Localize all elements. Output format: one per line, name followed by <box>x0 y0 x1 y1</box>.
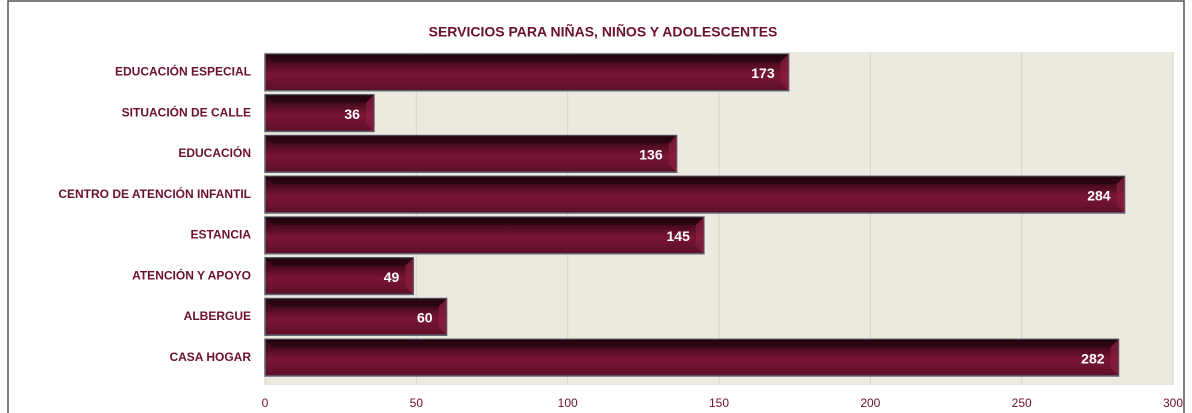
x-tick-label: 0 <box>262 396 269 410</box>
value-label: 173 <box>751 65 775 81</box>
y-tick-label: ALBERGUE <box>184 309 251 323</box>
y-tick-label: SITUACIÓN DE CALLE <box>122 104 251 119</box>
x-tick-label: 100 <box>558 396 578 410</box>
y-tick-label: CENTRO DE ATENCIÓN INFANTIL <box>58 186 251 201</box>
y-tick-label: EDUCACIÓN ESPECIAL <box>115 64 251 79</box>
x-tick-label: 50 <box>410 396 424 410</box>
value-label: 49 <box>384 269 400 285</box>
y-tick-label: CASA HOGAR <box>169 350 251 364</box>
bar-bevel <box>265 339 1119 348</box>
bar-bevel <box>695 217 704 254</box>
x-tick-label: 250 <box>1012 396 1032 410</box>
bar-bevel <box>365 94 374 132</box>
value-label: 36 <box>344 106 360 122</box>
bar-bevel <box>265 217 704 226</box>
value-label: 282 <box>1081 350 1105 366</box>
bar-bevel <box>1116 176 1125 213</box>
y-tick-label: EDUCACIÓN <box>178 145 251 160</box>
bar-bevel <box>265 54 789 63</box>
y-tick-label: ESTANCIA <box>191 228 252 242</box>
bar-bevel <box>668 135 677 173</box>
bar-bevel <box>265 257 414 266</box>
x-tick-label: 200 <box>860 396 880 410</box>
value-label: 284 <box>1087 187 1111 203</box>
bar-bevel <box>1110 339 1119 376</box>
frame <box>7 0 1185 413</box>
bar-bevel <box>265 298 447 307</box>
bar-bevel <box>405 257 414 295</box>
bar-bevel <box>438 298 447 336</box>
value-label: 145 <box>667 228 691 244</box>
x-tick-label: 150 <box>709 396 729 410</box>
value-label: 60 <box>417 310 433 326</box>
bar-bevel <box>265 135 677 144</box>
bar-bevel <box>265 176 1125 185</box>
y-tick-label: ATENCIÓN Y APOYO <box>132 267 251 282</box>
bar-bevel <box>780 54 789 91</box>
value-label: 136 <box>639 147 663 163</box>
x-tick-label: 300 <box>1163 396 1183 410</box>
chart-title: SERVICIOS PARA NIÑAS, NIÑOS Y ADOLESCENT… <box>429 23 778 40</box>
bar-bevel <box>265 94 374 103</box>
